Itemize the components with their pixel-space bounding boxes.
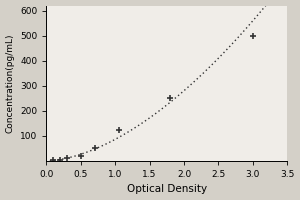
X-axis label: Optical Density: Optical Density — [127, 184, 207, 194]
Y-axis label: Concentration(pg/mL): Concentration(pg/mL) — [6, 33, 15, 133]
